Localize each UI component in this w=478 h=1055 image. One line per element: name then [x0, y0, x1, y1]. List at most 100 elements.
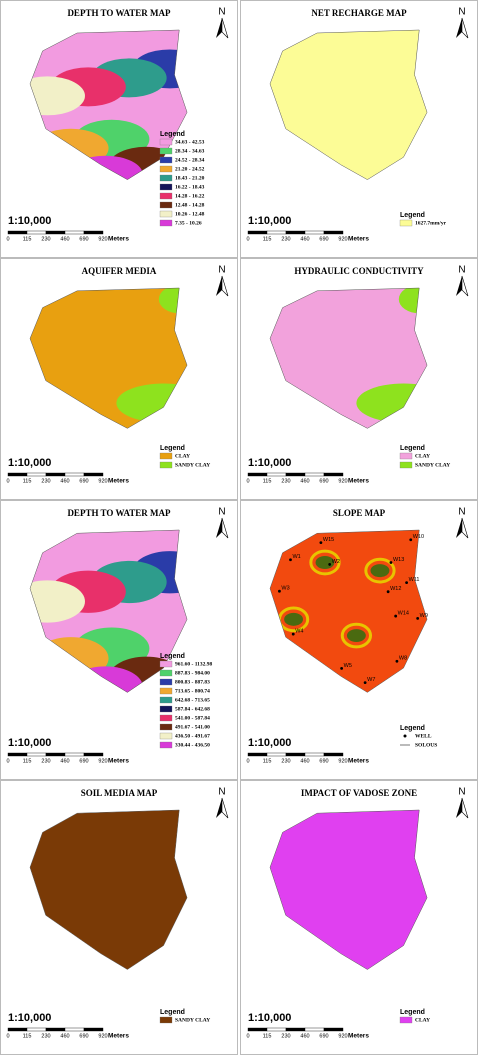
slope-zone	[347, 629, 366, 642]
legend-title: Legend	[400, 445, 425, 452]
scale-bar	[8, 1028, 27, 1031]
north-label: N	[458, 7, 465, 18]
scale-bar	[324, 473, 343, 476]
legend-swatch	[160, 706, 172, 712]
legend-swatch	[160, 148, 172, 154]
well-label: W13	[393, 557, 404, 563]
legend-title: Legend	[160, 653, 185, 660]
scale-tick: 690	[79, 1033, 88, 1039]
map-panel: AQUIFER MEDIANLegendCLAYSANDY CLAY1:10,0…	[1, 259, 238, 500]
legend-title: Legend	[400, 212, 425, 219]
scale-tick: 460	[300, 236, 309, 242]
scale-tick: 460	[300, 758, 309, 764]
scale-bar	[84, 231, 103, 234]
legend-title: Legend	[160, 445, 185, 452]
legend-swatch	[160, 715, 172, 721]
well-label: W1	[292, 554, 300, 560]
map-title: DEPTH TO WATER MAP	[67, 8, 171, 18]
legend-label: 541.00 - 587.84	[175, 715, 210, 721]
well-label: W15	[323, 537, 334, 543]
legend-title: Legend	[400, 725, 425, 732]
map-panel: NET RECHARGE MAPNLegend1627.7mm/yr1:10,0…	[241, 1, 478, 258]
scale-unit: Meters	[108, 1033, 129, 1040]
well-label: W12	[390, 586, 401, 592]
scale-tick: 690	[319, 478, 328, 484]
scale-tick: 230	[281, 236, 290, 242]
scale-ratio: 1:10,000	[8, 737, 51, 749]
legend-label: 14.28 - 16.22	[175, 193, 205, 199]
legend-label: CLAY	[175, 453, 190, 459]
scale-bar	[305, 473, 324, 476]
map-title: IMPACT OF VADOSE ZONE	[301, 788, 417, 798]
well-point	[416, 617, 419, 620]
scale-bar	[27, 473, 46, 476]
scale-tick: 115	[23, 758, 32, 764]
map-title: NET RECHARGE MAP	[311, 8, 407, 18]
well-point	[387, 590, 390, 593]
legend-symbol	[404, 735, 407, 738]
scale-tick: 0	[246, 236, 249, 242]
legend-title: Legend	[160, 131, 185, 138]
scale-tick: 115	[263, 236, 272, 242]
scale-bar	[305, 1028, 324, 1031]
slope-zone	[284, 613, 303, 626]
map-title: HYDRAULIC CONDUCTIVITY	[294, 266, 424, 276]
scale-tick: 690	[319, 1033, 328, 1039]
map-sheet: DEPTH TO WATER MAPNLegend34.63 - 42.5328…	[0, 0, 478, 1055]
legend-swatch	[160, 193, 172, 199]
scale-tick: 690	[79, 478, 88, 484]
scale-tick: 920	[98, 236, 107, 242]
well-point	[289, 558, 292, 561]
scale-tick: 460	[60, 1033, 69, 1039]
scale-bar	[286, 473, 305, 476]
legend-swatch	[160, 184, 172, 190]
legend-swatch	[160, 688, 172, 694]
scale-unit: Meters	[108, 478, 129, 485]
scale-bar	[84, 753, 103, 756]
scale-tick: 460	[300, 1033, 309, 1039]
well-label: W14	[398, 611, 409, 617]
scale-tick: 920	[338, 236, 347, 242]
legend-label: 642.68 - 713.65	[175, 697, 210, 703]
well-point	[394, 615, 397, 618]
scale-tick: 690	[79, 758, 88, 764]
scale-bar	[8, 753, 27, 756]
legend-swatch	[160, 733, 172, 739]
scale-tick: 460	[60, 478, 69, 484]
legend-label: 24.52 - 28.34	[175, 157, 205, 163]
north-label: N	[218, 507, 225, 518]
scale-bar	[267, 753, 286, 756]
map-title: DEPTH TO WATER MAP	[67, 508, 171, 518]
scale-bar	[46, 753, 65, 756]
scale-bar	[324, 1028, 343, 1031]
scale-tick: 920	[98, 1033, 107, 1039]
scale-bar	[65, 473, 84, 476]
map-title: AQUIFER MEDIA	[82, 266, 157, 276]
scale-tick: 115	[263, 758, 272, 764]
legend-label: 21.20 - 24.52	[175, 166, 205, 172]
scale-tick: 920	[338, 478, 347, 484]
scale-tick: 230	[281, 758, 290, 764]
legend-swatch	[160, 661, 172, 667]
north-label: N	[218, 787, 225, 798]
legend-swatch	[160, 1017, 172, 1023]
scale-bar	[267, 231, 286, 234]
scale-tick: 0	[246, 1033, 249, 1039]
north-label: N	[218, 265, 225, 276]
scale-bar	[248, 231, 267, 234]
well-label: W8	[399, 656, 407, 662]
scale-tick: 460	[60, 236, 69, 242]
scale-bar	[267, 473, 286, 476]
legend-label: CLAY	[415, 453, 430, 459]
legend-swatch	[160, 679, 172, 685]
legend-label: SANDY CLAY	[175, 1017, 210, 1023]
well-point	[396, 660, 399, 663]
legend-swatch	[160, 697, 172, 703]
scale-bar	[27, 753, 46, 756]
scale-tick: 115	[23, 1033, 32, 1039]
scale-ratio: 1:10,000	[248, 215, 291, 227]
scale-tick: 230	[41, 1033, 50, 1039]
well-point	[340, 667, 343, 670]
